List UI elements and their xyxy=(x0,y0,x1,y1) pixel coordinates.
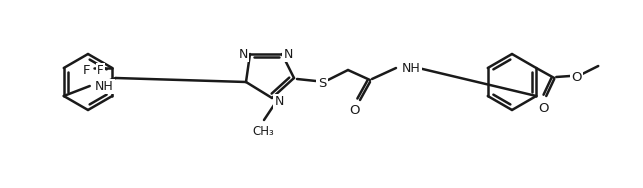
Text: S: S xyxy=(318,77,326,90)
Text: N: N xyxy=(275,95,284,108)
Text: CH₃: CH₃ xyxy=(252,125,274,138)
Text: F: F xyxy=(97,64,104,77)
Text: F: F xyxy=(82,64,90,77)
Text: NH: NH xyxy=(402,62,421,75)
Text: N: N xyxy=(239,48,248,61)
Text: O: O xyxy=(571,71,581,84)
Text: O: O xyxy=(538,102,548,115)
Text: N: N xyxy=(284,48,293,61)
Text: O: O xyxy=(350,104,360,117)
Text: NH: NH xyxy=(95,80,114,93)
